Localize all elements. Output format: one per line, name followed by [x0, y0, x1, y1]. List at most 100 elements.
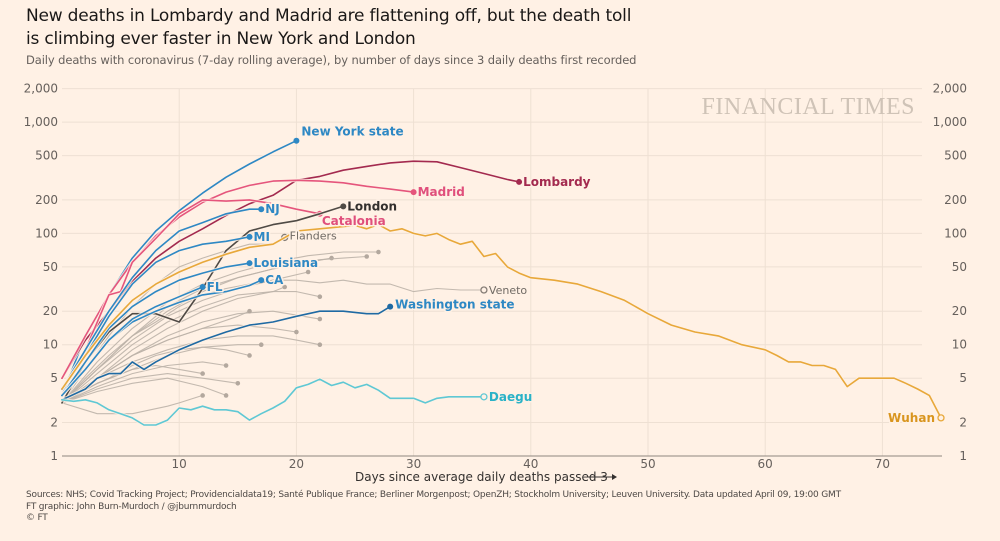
series-line-wuhan	[61, 223, 942, 419]
footer: Sources: NHS; Covid Tracking Project; Pr…	[26, 490, 841, 525]
y-tick-label-left: 5	[50, 371, 58, 385]
series-end-marker-other-regions	[294, 329, 299, 335]
y-tick-label-right: 1	[959, 449, 967, 463]
series-label-halo-nj: NJ	[265, 202, 280, 216]
series-end-marker-other-regions	[247, 353, 252, 358]
series-label-wuhan: Wuhan	[888, 411, 935, 425]
chart-title-line1: New deaths in Lombardy and Madrid are fl…	[26, 6, 632, 26]
series-end-marker-other-regions	[258, 342, 264, 348]
series-label-halo-fl: FL	[207, 280, 223, 294]
chart-title-line2: is climbing ever faster in New York and …	[26, 29, 416, 49]
series-label-halo-louisiana: Louisiana	[254, 256, 319, 270]
series-end-marker-daegu	[480, 393, 488, 401]
axes: 1 1 2 2 5 5 10 10 20 20 50 50 100 100 200 200 500 500 1,00…	[24, 82, 967, 484]
series-end-marker-mi	[246, 233, 253, 240]
series-line-catalonia	[61, 199, 321, 390]
series-line-louisiana	[61, 262, 251, 397]
x-tick-label: 60	[758, 457, 773, 471]
y-tick-label-right: 500	[944, 149, 967, 163]
x-axis-arrow-icon	[612, 474, 617, 480]
series-label-fl: FL	[207, 280, 223, 294]
series-line-daegu	[61, 378, 485, 426]
series-line-other-regions	[61, 286, 286, 404]
series-label-halo-madrid: Madrid	[418, 185, 465, 199]
y-tick-label-right: 100	[944, 226, 967, 240]
series-label-halo-ca: CA	[265, 273, 284, 287]
series-label-halo-daegu: Daegu	[489, 390, 532, 404]
series-label-mi: MI	[254, 230, 270, 244]
series-end-marker-other-regions	[376, 249, 381, 255]
chart-title: New deaths in Lombardy and Madrid are fl…	[26, 5, 726, 51]
series-end-marker-fl	[199, 283, 206, 290]
series-grey-group	[61, 233, 488, 415]
series-label-halo-london: London	[347, 199, 397, 213]
series-label-flanders: Flanders	[290, 229, 337, 242]
y-tick-label-right: 200	[944, 193, 967, 207]
series-main-group	[60, 137, 945, 427]
series-end-marker-other-regions	[223, 363, 229, 368]
series-end-marker-ca	[258, 277, 265, 284]
y-tick-label-left: 2,000	[24, 82, 58, 96]
series-line-other-regions	[61, 346, 251, 404]
y-tick-label-left: 2	[50, 415, 58, 429]
series-end-marker-other-regions	[200, 371, 205, 376]
x-tick-label: 30	[406, 457, 421, 471]
series-line-other-regions	[61, 251, 379, 404]
series-end-marker-other-regions	[317, 294, 323, 299]
y-tick-label-right: 2	[959, 415, 967, 429]
y-tick-label-left: 1	[50, 449, 58, 463]
series-end-marker-veneto	[480, 286, 488, 294]
series-end-marker-other-regions	[364, 254, 370, 259]
series-end-marker-other-regions	[223, 393, 229, 398]
series-end-marker-louisiana	[246, 260, 253, 267]
series-label-catalonia: Catalonia	[322, 214, 386, 228]
series-end-marker-other-regions	[282, 284, 287, 290]
series-end-marker-other-regions	[317, 342, 323, 348]
series-label-halo-new-york-state: New York state	[301, 125, 403, 139]
y-tick-label-right: 2,000	[933, 82, 967, 96]
y-tick-label-right: 50	[952, 260, 967, 274]
series-label-halo-veneto: Veneto	[489, 284, 527, 297]
y-tick-label-right: 20	[952, 304, 967, 318]
series-label-louisiana: Louisiana	[254, 256, 319, 270]
x-tick-label: 70	[875, 457, 890, 471]
series-end-marker-wuhan	[937, 414, 945, 422]
y-tick-label-right: 5	[959, 371, 967, 385]
series-end-marker-new-york-state	[293, 137, 300, 144]
y-tick-label-left: 50	[43, 260, 58, 274]
series-line-madrid	[61, 179, 415, 379]
series-label-halo-wuhan: Wuhan	[888, 411, 935, 425]
y-tick-label-left: 20	[43, 304, 58, 318]
series-label-nj: NJ	[265, 202, 280, 216]
series-end-marker-other-regions	[200, 393, 205, 398]
y-tick-label-left: 500	[35, 149, 58, 163]
series-label-halo-flanders: Flanders	[290, 229, 337, 242]
series-label-ca: CA	[265, 273, 284, 287]
series-end-marker-other-regions	[317, 316, 323, 322]
series-end-marker-other-regions	[247, 308, 252, 314]
y-tick-label-left: 1,000	[24, 115, 58, 129]
series-line-flanders	[61, 236, 286, 404]
y-tick-label-right: 1,000	[933, 115, 967, 129]
x-tick-label: 40	[523, 457, 538, 471]
series-end-marker-other-regions	[235, 380, 241, 386]
series-label-madrid: Madrid	[418, 185, 465, 199]
series-label-veneto: Veneto	[489, 284, 527, 297]
series-label-halo-mi: MI	[254, 230, 270, 244]
sources-note: Sources: NHS; Covid Tracking Project; Pr…	[26, 490, 841, 500]
series-end-marker-madrid	[410, 189, 417, 196]
series-label-lombardy: Lombardy	[523, 175, 591, 189]
series-end-marker-lombardy	[516, 178, 523, 185]
series-label-halo-catalonia: Catalonia	[322, 214, 386, 228]
series-line-other-regions	[61, 291, 321, 404]
series-line-halo-daegu	[61, 377, 484, 427]
x-tick-label: 20	[289, 457, 304, 471]
series-line-washington-state	[61, 305, 391, 401]
series-end-marker-other-regions	[305, 269, 311, 275]
copyright: © FT	[26, 513, 48, 523]
series-label-daegu: Daegu	[489, 390, 532, 404]
series-line-other-regions	[61, 394, 204, 415]
ft-watermark: FINANCIAL TIMES	[701, 94, 915, 120]
series-line-fl	[61, 286, 204, 397]
